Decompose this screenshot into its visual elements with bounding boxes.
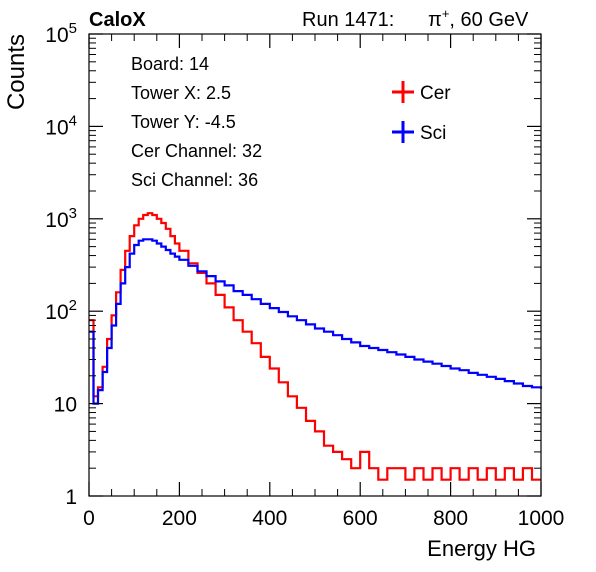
y-tick-label: 10: [54, 394, 77, 417]
series-line-sci: [89, 238, 543, 405]
info-sci-channel: Sci Channel: 36: [131, 170, 258, 190]
x-tick-label: 600: [343, 507, 378, 530]
series-line-cer: [89, 212, 541, 481]
experiment-label: CaloX: [89, 9, 146, 31]
legend-cer-label: Cer: [420, 83, 451, 104]
legend-entry-cer: Cer: [392, 81, 451, 104]
x-tick-label: 200: [162, 507, 197, 530]
info-board: Board: 14: [131, 54, 209, 74]
y-tick-label-exponent: 3: [69, 205, 77, 222]
info-box: Board: 14 Tower X: 2.5 Tower Y: -4.5 Cer…: [131, 54, 262, 190]
info-cer-channel: Cer Channel: 32: [131, 141, 262, 161]
run-label: Run 1471:: [302, 9, 394, 31]
x-tick-label: 1000: [518, 507, 565, 530]
x-axis-title: Energy HG: [427, 536, 536, 561]
y-tick-label-exponent: 4: [69, 112, 77, 129]
y-tick-label-base: 10: [45, 116, 68, 139]
y-tick-label-exponent: 2: [69, 297, 77, 314]
legend-entry-sci: Sci: [392, 121, 446, 144]
series-layer: [89, 212, 543, 481]
x-tick-label: 400: [252, 507, 287, 530]
beam-particle-symbol: π: [428, 9, 442, 31]
beam-particle: π+, 60 GeV: [428, 6, 529, 31]
y-axis-title: Counts: [3, 34, 30, 110]
y-tick-label: 104: [45, 112, 77, 139]
y-tick-label: 102: [45, 297, 77, 324]
legend: Cer Sci: [392, 81, 451, 144]
y-tick-label: 1: [65, 486, 77, 509]
legend-sci-label: Sci: [420, 123, 446, 144]
y-tick-label-base: 10: [45, 301, 68, 324]
y-tick-label-exponent: 5: [69, 20, 77, 37]
x-tick-label: 800: [433, 507, 468, 530]
y-tick-label: 103: [45, 205, 77, 232]
beam-charge: +: [442, 6, 450, 21]
y-tick-label-base: 10: [45, 24, 68, 47]
y-tick-label: 105: [45, 20, 77, 47]
info-tower-x: Tower X: 2.5: [131, 83, 231, 103]
info-tower-y: Tower Y: -4.5: [131, 112, 236, 132]
y-tick-label-base: 10: [45, 209, 68, 232]
x-tick-label: 0: [83, 507, 95, 530]
beam-energy: , 60 GeV: [449, 9, 529, 31]
